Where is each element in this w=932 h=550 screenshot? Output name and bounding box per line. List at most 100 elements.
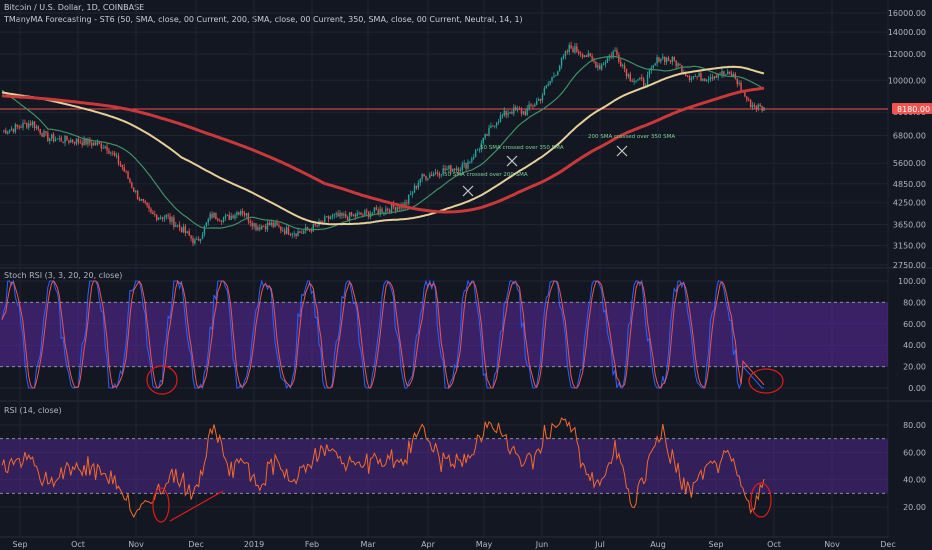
candle-body: [602, 64, 605, 65]
moving-averages: [1, 55, 765, 231]
candle-body: [325, 216, 328, 217]
candle-body: [133, 187, 135, 192]
candle-body: [87, 139, 89, 145]
candle-body: [186, 231, 188, 233]
candle-body: [322, 221, 324, 223]
candle-body: [14, 124, 17, 132]
rsi-line: [1, 417, 765, 518]
chart-title: Bitcoin / U.S. Dollar, 1D, COINBASE: [4, 3, 145, 12]
candle-body: [566, 51, 568, 53]
candle-body: [295, 233, 297, 236]
candle-body: [471, 158, 473, 162]
candle-body: [518, 108, 521, 110]
candle-body: [211, 213, 213, 218]
candle-body: [117, 155, 120, 164]
candle-body: [736, 78, 738, 84]
candle-body: [327, 216, 330, 219]
candle-body: [85, 138, 87, 145]
candle-body: [648, 70, 651, 75]
hand-trend-line: [169, 490, 224, 522]
candle-body: [98, 142, 101, 144]
candle-body: [450, 165, 452, 172]
candle-body: [579, 53, 582, 55]
candle-body: [266, 222, 269, 230]
candle-body: [434, 172, 437, 174]
candle-body: [324, 216, 326, 223]
candle-body: [207, 219, 209, 223]
candle-body: [600, 64, 603, 70]
candle-body: [534, 104, 536, 107]
candle-body: [606, 58, 609, 63]
candle-body: [614, 50, 616, 52]
candle-body: [675, 60, 677, 67]
candle-body: [453, 168, 456, 171]
candle-body: [337, 213, 339, 217]
candle-body: [142, 199, 145, 201]
candle-body: [18, 126, 20, 128]
candle-body: [388, 210, 391, 213]
candle-body: [711, 77, 714, 79]
stoch-tick-label: 20.00: [903, 363, 926, 372]
candle-body: [92, 142, 95, 146]
candle-body: [289, 234, 292, 236]
stoch-line-d: [1, 279, 765, 390]
candle-body: [373, 207, 376, 213]
price-tick-label: 3150.00: [893, 242, 926, 251]
candle-body: [56, 138, 59, 140]
last-price-tag-bg: [892, 103, 932, 115]
candle-body: [725, 74, 727, 76]
candle-body: [272, 222, 274, 227]
candle-body: [537, 99, 540, 101]
time-tick-label: Oct: [71, 540, 85, 549]
candle-body: [413, 185, 416, 193]
candle-body: [457, 168, 460, 172]
candle-body: [744, 91, 746, 97]
candle-body: [20, 127, 22, 129]
candle-body: [241, 211, 244, 214]
candle-body: [723, 71, 725, 75]
candle-body: [261, 225, 263, 230]
candle-body: [377, 209, 379, 214]
candle-body: [503, 110, 505, 116]
candle-body: [81, 142, 83, 146]
candle-body: [178, 224, 181, 228]
candle-body: [698, 73, 700, 77]
candle-body: [585, 55, 588, 57]
candle-body: [45, 130, 47, 133]
candle-body: [62, 141, 64, 143]
candle-body: [549, 81, 551, 85]
candle-body: [31, 121, 34, 126]
cross-marker-icon: [506, 155, 518, 167]
candle-body: [604, 62, 607, 65]
candle-body: [589, 53, 591, 57]
candle-body: [497, 122, 500, 123]
candle-body: [557, 71, 559, 76]
candle-body: [131, 182, 133, 188]
time-tick-label: Apr: [421, 540, 436, 549]
candle-body: [356, 213, 358, 217]
candle-body: [663, 56, 666, 63]
candle-body: [528, 104, 530, 109]
stoch-rsi-lines: [1, 279, 765, 390]
rsi-tick-label: 60.00: [903, 448, 926, 457]
candle-body: [505, 110, 507, 116]
candle-body: [134, 190, 137, 192]
candle-body: [658, 57, 660, 62]
candle-body: [524, 111, 526, 116]
candle-body: [490, 125, 492, 128]
candle-body: [513, 107, 515, 114]
time-tick-label: Nov: [824, 540, 840, 549]
candle-body: [641, 77, 643, 79]
candle-body: [476, 149, 479, 151]
candle-body: [12, 128, 15, 132]
candle-body: [196, 238, 198, 240]
ma-line-200-sma: [1, 65, 765, 226]
candle-body: [545, 85, 547, 89]
candle-body: [700, 73, 702, 81]
candle-body: [629, 74, 632, 82]
candle-body: [73, 141, 76, 144]
candle-body: [436, 172, 439, 174]
cross-marker-icon: [462, 185, 474, 197]
candle-body: [469, 161, 471, 163]
